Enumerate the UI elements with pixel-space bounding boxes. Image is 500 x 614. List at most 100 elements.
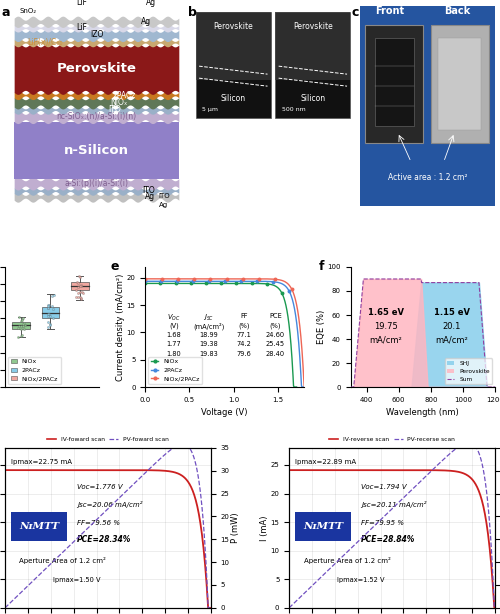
NiOx [280, 290, 285, 298]
Text: IZO: IZO [90, 31, 103, 39]
NiOx [142, 280, 148, 287]
NiOx [235, 280, 241, 287]
Line: 2PACz: 2PACz [144, 280, 306, 388]
Text: 19.83: 19.83 [200, 351, 218, 357]
NiOx/2PACz [289, 286, 295, 293]
Point [44, 300, 52, 309]
Text: PCE=28.84%: PCE=28.84% [361, 535, 416, 544]
X-axis label: Wavelength (nm): Wavelength (nm) [386, 408, 459, 418]
Text: ITO: ITO [158, 193, 170, 198]
Text: Ag: Ag [145, 192, 155, 201]
Text: Active area : 1.2 cm²: Active area : 1.2 cm² [388, 173, 467, 182]
FancyBboxPatch shape [364, 25, 422, 143]
FancyBboxPatch shape [276, 12, 350, 80]
Text: 1.77: 1.77 [166, 341, 181, 348]
Point [19, 321, 27, 331]
2PACz [237, 278, 243, 285]
Text: ITO: ITO [142, 186, 155, 195]
Text: (mA/cm²): (mA/cm²) [193, 322, 224, 330]
Text: 74.2: 74.2 [236, 341, 251, 348]
Point [48, 301, 56, 311]
Point [19, 319, 27, 329]
Text: 19.38: 19.38 [200, 341, 218, 348]
NiOx [143, 280, 149, 287]
2PACz [236, 278, 242, 285]
Text: Ipmax=1.52 V: Ipmax=1.52 V [338, 577, 385, 583]
Point [18, 314, 26, 324]
2PACz [276, 279, 282, 287]
Text: 20.1: 20.1 [442, 322, 461, 332]
2PACz [299, 383, 305, 391]
Text: Silicon: Silicon [220, 94, 246, 103]
NiOx/2PACz [242, 275, 248, 282]
FancyBboxPatch shape [438, 38, 482, 130]
Point [19, 313, 27, 323]
FancyBboxPatch shape [12, 322, 30, 328]
Y-axis label: I (mA): I (mA) [260, 515, 269, 540]
Point [78, 293, 86, 303]
Point [18, 330, 25, 340]
2PACz [142, 278, 148, 285]
NiOx [232, 280, 238, 287]
Point [78, 287, 86, 297]
Text: 24.60: 24.60 [266, 332, 285, 338]
NiOx/2PACz [302, 383, 308, 391]
Point [20, 320, 28, 330]
Point [76, 287, 84, 297]
Text: PCE=28.34%: PCE=28.34% [77, 535, 132, 544]
Point [14, 324, 22, 333]
Point [16, 322, 24, 332]
Point [18, 315, 26, 325]
Text: n-Silicon: n-Silicon [64, 144, 129, 157]
Text: Ipmax=22.75 mA: Ipmax=22.75 mA [11, 459, 72, 465]
Point [50, 290, 58, 300]
Text: a-Si:(p)(i)/a-Si:(i): a-Si:(p)(i)/a-Si:(i) [64, 179, 128, 188]
Point [44, 300, 52, 310]
Legend: NiOx, 2PACz, NiOx/2PACz: NiOx, 2PACz, NiOx/2PACz [8, 357, 61, 384]
Text: nc-SiOₓ:(n)/a-Si:(i)(n): nc-SiOₓ:(n)/a-Si:(i)(n) [56, 112, 136, 122]
Text: 1.80: 1.80 [166, 351, 181, 357]
Y-axis label: P (mW): P (mW) [231, 513, 240, 543]
Point [44, 309, 52, 319]
Point [74, 288, 82, 298]
FancyBboxPatch shape [71, 282, 88, 290]
Point [72, 292, 80, 301]
Text: FF=79.95 %: FF=79.95 % [361, 519, 404, 526]
FancyBboxPatch shape [196, 12, 270, 80]
Text: Front: Front [375, 6, 404, 16]
Legend: NiOx, 2PACz, NiOx/2PACz: NiOx, 2PACz, NiOx/2PACz [148, 357, 203, 384]
2PACz [286, 289, 292, 296]
Text: Ipmax=1.50 V: Ipmax=1.50 V [54, 577, 101, 583]
Text: Back: Back [444, 6, 470, 16]
Point [46, 321, 54, 330]
Point [73, 277, 81, 287]
Text: Silicon: Silicon [300, 94, 326, 103]
Line: NiOx: NiOx [144, 282, 298, 388]
Point [77, 293, 85, 303]
Point [14, 313, 22, 322]
Point [48, 313, 56, 323]
Point [46, 319, 54, 329]
Text: LiF(x)/C₆₀: LiF(x)/C₆₀ [27, 37, 63, 47]
Point [44, 309, 52, 319]
Point [76, 292, 84, 302]
Text: f: f [318, 260, 324, 273]
Text: Ag: Ag [141, 17, 152, 26]
Point [20, 317, 28, 327]
Legend: SHJ, Perovskite, Sum: SHJ, Perovskite, Sum [445, 359, 492, 384]
Line: NiOx/2PACz: NiOx/2PACz [144, 278, 308, 388]
Text: 1.65 eV: 1.65 eV [368, 308, 404, 317]
Text: b: b [188, 6, 197, 19]
Legend: IV-foward scan, PV-foward scan: IV-foward scan, PV-foward scan [44, 435, 172, 445]
X-axis label: Voltage (V): Voltage (V) [202, 408, 248, 418]
Point [14, 332, 22, 342]
Text: 1.68: 1.68 [166, 332, 181, 338]
NiOx [232, 280, 238, 287]
Legend: IV-reverse scan, PV-recerse scan: IV-reverse scan, PV-recerse scan [326, 435, 458, 445]
Point [77, 280, 85, 290]
Text: 77.1: 77.1 [236, 332, 251, 338]
Text: PCE: PCE [269, 313, 282, 319]
Text: Voc=1.794 V: Voc=1.794 V [361, 484, 407, 491]
Text: FF=79.56 %: FF=79.56 % [77, 519, 120, 526]
Text: $J_{SC}$: $J_{SC}$ [203, 313, 214, 323]
